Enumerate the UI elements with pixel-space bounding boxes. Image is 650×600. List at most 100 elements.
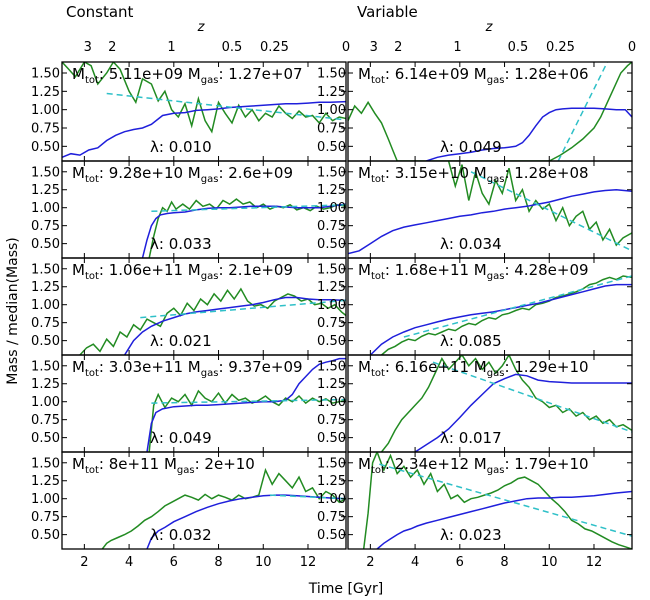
y-tick-label: 1.25 bbox=[317, 85, 346, 100]
mass-annotation: Mtot: 6.16e+11 Mgas: 1.29e+10 bbox=[358, 358, 589, 379]
x-tick-label: 2 bbox=[366, 555, 374, 570]
mass-annotation: Mtot: 9.28e+10 Mgas: 2.6e+09 bbox=[72, 164, 293, 185]
series-line-blue bbox=[146, 357, 346, 452]
mtot-subscript: tot bbox=[85, 75, 99, 86]
mgas-symbol: M bbox=[188, 261, 201, 279]
series-line-green bbox=[148, 389, 346, 452]
y-tick-label: 0.50 bbox=[31, 334, 60, 349]
mtot-subscript: tot bbox=[85, 271, 99, 282]
mgas-value: : 2.6e+09 bbox=[218, 164, 293, 182]
y-tick-label: 1.50 bbox=[317, 359, 346, 374]
y-tick-label: 1.25 bbox=[317, 280, 346, 295]
panel-variable-3: 0.50 0.75 1.00 1.25 1.50 Mtot: 1.68e+11 Mgas:… bbox=[317, 257, 633, 356]
mgas-value: : 9.37e+09 bbox=[218, 358, 302, 376]
panel-frame bbox=[347, 451, 633, 550]
series-group bbox=[79, 287, 346, 355]
y-tick-label: 1.00 bbox=[31, 492, 60, 507]
mgas-subscript: gas bbox=[487, 271, 505, 282]
mgas-value: : 2.1e+09 bbox=[218, 261, 293, 279]
z-tick-label: 0.25 bbox=[546, 40, 575, 55]
y-tick-label: 0.75 bbox=[317, 316, 346, 331]
y-axis-label: Mass / median(Mass) bbox=[5, 237, 21, 385]
mass-annotation: Mtot: 1.68e+11 Mgas: 4.28e+09 bbox=[358, 261, 589, 282]
mgas-value: : 1.29e+10 bbox=[504, 358, 588, 376]
lambda-annotation: λ: 0.017 bbox=[440, 429, 502, 447]
mgas-symbol: M bbox=[188, 358, 201, 376]
mtot-subscript: tot bbox=[85, 465, 99, 476]
series-line-blue bbox=[348, 188, 632, 255]
series-line-green bbox=[101, 467, 346, 549]
z-axis-label-left: z bbox=[197, 20, 206, 35]
panel-variable-1: 0.500.751.001.251.50 Mtot: 6.14e+09 Mgas:… bbox=[317, 40, 636, 162]
series-line-blue bbox=[414, 373, 632, 452]
x-tick-label: 10 bbox=[541, 555, 558, 570]
y-tick-label: 1.00 bbox=[317, 492, 346, 507]
y-tick-label: 1.00 bbox=[31, 395, 60, 410]
y-tick-label: 1.25 bbox=[31, 85, 60, 100]
x-tick-label: 10 bbox=[255, 555, 272, 570]
series-line-green bbox=[148, 198, 346, 258]
series-line-blue bbox=[369, 283, 632, 355]
series-line-blue bbox=[376, 490, 632, 549]
z-tick-label: 1 bbox=[453, 40, 461, 55]
lambda-annotation: λ: 0.023 bbox=[440, 526, 502, 544]
mass-annotation: Mtot: 5.11e+09 Mgas: 1.27e+07 bbox=[72, 65, 303, 86]
y-tick-label: 1.00 bbox=[31, 298, 60, 313]
y-tick-label: 1.25 bbox=[31, 474, 60, 489]
y-tick-label: 1.25 bbox=[317, 377, 346, 392]
y-tick-label: 0.50 bbox=[317, 334, 346, 349]
mtot-symbol: M bbox=[358, 358, 371, 376]
mgas-symbol: M bbox=[474, 358, 487, 376]
panel-constant-4: 0.50 0.75 1.00 1.25 1.50 Mtot: 3.03e+11 Mgas:… bbox=[31, 354, 347, 453]
mgas-symbol: M bbox=[188, 164, 201, 182]
mass-annotation: Mtot: 8e+11 Mgas: 2e+10 bbox=[72, 455, 255, 476]
mass-annotation: Mtot: 6.14e+09 Mgas: 1.28e+06 bbox=[358, 65, 589, 86]
mtot-subscript: tot bbox=[85, 368, 99, 379]
panel-variable-5: 0.50 0.75 1.00 1.25 1.50 Mtot: 2.34e+12 Mgas:… bbox=[317, 451, 633, 570]
y-tick-label: 0.50 bbox=[317, 528, 346, 543]
panel-constant-1: 0.500.751.001.251.50 Mtot: 5.11e+09 Mgas:… bbox=[31, 40, 350, 162]
panels-layer: 0.50 0.75 1.00 1.25 1.50 Mtot: 5.11e+09 Mgas:… bbox=[31, 40, 636, 570]
y-tick-label: 1.50 bbox=[31, 67, 60, 82]
mgas-subscript: gas bbox=[201, 368, 219, 379]
mgas-symbol: M bbox=[188, 65, 201, 83]
y-tick-label: 0.50 bbox=[317, 237, 346, 252]
mtot-subscript: tot bbox=[371, 465, 385, 476]
series-line-blue bbox=[426, 107, 632, 161]
x-tick-label: 4 bbox=[125, 555, 133, 570]
series-line-blue bbox=[123, 296, 346, 355]
mtot-value: : 1.06e+11 bbox=[99, 261, 188, 279]
mass-annotation: Mtot: 3.15e+10 Mgas: 1.28e+08 bbox=[358, 164, 589, 185]
panel-variable-4: 0.50 0.75 1.00 1.25 1.50 Mtot: 6.16e+11 Mgas:… bbox=[317, 354, 633, 453]
y-tick-label: 1.00 bbox=[317, 395, 346, 410]
series-line-green bbox=[381, 275, 632, 355]
series-line-green bbox=[79, 287, 346, 355]
mgas-symbol: M bbox=[474, 261, 487, 279]
y-tick-label: 1.25 bbox=[317, 474, 346, 489]
mass-annotation: Mtot: 3.03e+11 Mgas: 9.37e+09 bbox=[72, 358, 303, 379]
lambda-annotation: λ: 0.033 bbox=[150, 235, 212, 253]
lambda-annotation: λ: 0.034 bbox=[440, 235, 502, 253]
series-group bbox=[62, 62, 346, 158]
y-tick-label: 0.75 bbox=[31, 413, 60, 428]
mgas-subscript: gas bbox=[487, 465, 505, 476]
column-title-variable: Variable bbox=[357, 3, 418, 21]
mtot-symbol: M bbox=[72, 65, 85, 83]
y-tick-label: 0.50 bbox=[317, 140, 346, 155]
series-group bbox=[101, 467, 346, 549]
y-tick-label: 0.75 bbox=[317, 122, 346, 137]
y-tick-label: 1.00 bbox=[31, 201, 60, 216]
mtot-value: : 3.03e+11 bbox=[99, 358, 188, 376]
panel-constant-2: 0.50 0.75 1.00 1.25 1.50 Mtot: 9.28e+10 Mgas:… bbox=[31, 160, 347, 259]
y-tick-label: 1.50 bbox=[317, 67, 346, 82]
mtot-symbol: M bbox=[72, 261, 85, 279]
y-tick-label: 0.50 bbox=[31, 528, 60, 543]
series-group bbox=[141, 198, 346, 258]
mtot-subscript: tot bbox=[371, 174, 385, 185]
mgas-symbol: M bbox=[474, 164, 487, 182]
z-tick-label: 3 bbox=[84, 40, 92, 55]
y-tick-label: 1.25 bbox=[317, 183, 346, 198]
series-line-cyan bbox=[432, 361, 632, 433]
y-tick-label: 1.25 bbox=[31, 280, 60, 295]
lambda-annotation: λ: 0.085 bbox=[440, 332, 502, 350]
